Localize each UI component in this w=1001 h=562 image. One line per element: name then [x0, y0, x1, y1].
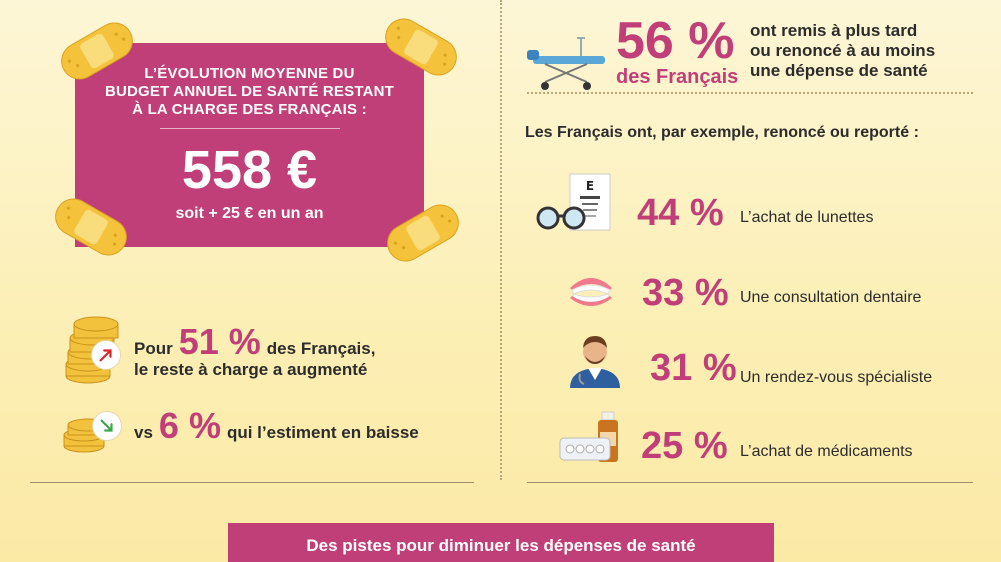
- decrease-suffix: qui l’estiment en baisse: [226, 423, 419, 442]
- svg-text:E: E: [586, 179, 594, 193]
- arrow-up-icon: [91, 340, 121, 370]
- budget-card: L’ÉVOLUTION MOYENNE DU BUDGET ANNUEL DE …: [75, 43, 424, 247]
- left-bottom-rule: [30, 482, 474, 483]
- intro-text: Les Français ont, par exemple, renoncé o…: [525, 124, 919, 141]
- increase-line2: le reste à charge a augmenté: [134, 360, 368, 379]
- budget-value: 558 €: [181, 140, 318, 200]
- medicine-icon: [558, 410, 626, 466]
- glasses-eye-chart-icon: E: [536, 172, 616, 234]
- item-label: Une consultation dentaire: [740, 289, 922, 306]
- doctor-icon: [566, 330, 624, 388]
- vertical-divider: [500, 0, 502, 480]
- dentures-icon: [566, 268, 616, 314]
- increase-percent: 51 %: [178, 321, 261, 362]
- item-percent: 33 %: [642, 272, 729, 314]
- bandage-icon: [48, 191, 135, 263]
- increase-prefix: Pour: [134, 339, 173, 358]
- item-label: Un rendez-vous spécialiste: [740, 369, 933, 386]
- footer-banner: Des pistes pour diminuer les dépenses de…: [228, 523, 774, 562]
- decrease-stat: vs 6 % qui l’estiment en baisse: [134, 408, 419, 444]
- budget-subtitle: soit + 25 € en un an: [175, 205, 324, 222]
- item-percent: 25 %: [641, 425, 728, 467]
- decrease-prefix: vs: [134, 423, 153, 442]
- arrow-down-icon: [92, 411, 122, 441]
- increase-suffix: des Français,: [266, 339, 376, 358]
- headline-text: ont remis à plus tard ou renoncé à au mo…: [750, 21, 936, 80]
- bandage-icon: [378, 11, 465, 83]
- bandage-icon: [380, 197, 467, 269]
- increase-stat: Pour 51 % des Français, le reste à charg…: [134, 324, 375, 380]
- headline-divider: [527, 92, 973, 94]
- budget-title: L’ÉVOLUTION MOYENNE DU BUDGET ANNUEL DE …: [104, 65, 395, 118]
- headline-percent: 56 %: [616, 12, 735, 70]
- bandage-icon: [54, 15, 141, 87]
- item-label: L’achat de lunettes: [740, 209, 874, 226]
- item-percent: 31 %: [650, 347, 737, 389]
- budget-rule: [160, 128, 340, 129]
- stretcher-icon: [525, 36, 611, 92]
- headline-who: des Français: [616, 66, 739, 88]
- item-label: L’achat de médicaments: [740, 443, 913, 460]
- right-bottom-rule: [527, 482, 973, 483]
- decrease-percent: 6 %: [158, 405, 221, 446]
- item-percent: 44 %: [637, 192, 724, 234]
